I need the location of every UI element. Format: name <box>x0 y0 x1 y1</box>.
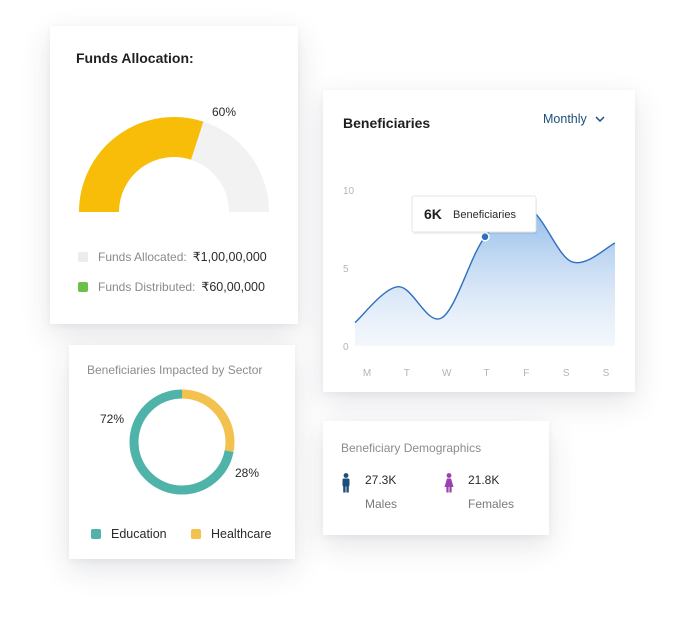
x-tick-label: S <box>603 368 610 379</box>
sector-title: Beneficiaries Impacted by Sector <box>87 363 263 377</box>
funds-gauge: 60% <box>79 105 269 213</box>
x-tick-label: T <box>483 368 489 379</box>
y-tick-label: 0 <box>343 342 349 353</box>
legend-value-distributed: ₹60,00,000 <box>201 280 265 294</box>
male-icon <box>342 473 350 493</box>
legend-healthcare: Healthcare <box>191 527 271 541</box>
females-value: 21.8K <box>468 473 500 487</box>
x-tick-label: S <box>563 368 570 379</box>
x-tick-label: W <box>442 368 452 379</box>
education-percent: 72% <box>100 412 125 426</box>
x-tick-label: M <box>363 368 371 379</box>
chart-tooltip: 6K Beneficiaries <box>411 195 537 234</box>
legend-label-education: Education <box>111 527 167 541</box>
x-tick-label: T <box>404 368 410 379</box>
healthcare-percent: 28% <box>235 466 260 480</box>
legend-funds-allocated: Funds Allocated: ₹1,00,00,000 <box>78 249 267 264</box>
gauge-percent-label: 60% <box>212 105 236 119</box>
donut-slice-education <box>129 389 235 495</box>
legend-swatch-allocated <box>78 251 88 262</box>
males-value: 27.3K <box>365 473 397 487</box>
males-label: Males <box>365 497 398 511</box>
beneficiaries-title: Beneficiaries <box>343 115 431 131</box>
beneficiaries-chart: 0 5 10 M T W T F S S 6K Beneficiaries <box>343 186 616 379</box>
legend-label-allocated: Funds Allocated: <box>98 249 187 264</box>
beneficiaries-card: 0 5 10 M T W T F S S 6K Beneficiaries Beneficiaries… <box>323 90 635 392</box>
demographics-card: Beneficiary Demographics 27.3K Males 21.… <box>323 421 549 535</box>
chevron-down-icon <box>595 115 605 122</box>
legend-label-healthcare: Healthcare <box>211 527 272 541</box>
legend-label-distributed: Funds Distributed: <box>98 279 196 294</box>
tooltip-value: 6K <box>424 206 442 222</box>
demographics-title: Beneficiary Demographics <box>341 441 482 455</box>
tooltip-label: Beneficiaries <box>453 209 516 221</box>
gauge-fill <box>79 117 204 213</box>
funds-title: Funds Allocation: <box>76 50 194 66</box>
sector-donut <box>129 389 235 495</box>
female-icon <box>444 473 454 493</box>
legend-swatch-healthcare <box>191 529 201 539</box>
funds-allocation-card: Funds Allocation: 60% Funds Allocated: ₹… <box>50 26 298 324</box>
x-tick-label: F <box>523 368 529 379</box>
sector-card: Beneficiaries Impacted by Sector 72% 28%… <box>69 345 295 559</box>
period-dropdown[interactable]: Monthly <box>543 112 605 126</box>
legend-value-allocated: ₹1,00,00,000 <box>192 250 267 264</box>
period-label: Monthly <box>543 112 587 126</box>
legend-swatch-education <box>91 529 101 539</box>
highlight-point <box>480 232 490 242</box>
chart-area <box>355 207 615 346</box>
y-tick-label: 5 <box>343 264 349 275</box>
legend-education: Education <box>91 527 167 541</box>
legend-funds-distributed: Funds Distributed: ₹60,00,000 <box>78 279 265 294</box>
females-label: Females <box>468 497 515 511</box>
legend-swatch-distributed <box>78 281 88 292</box>
y-tick-label: 10 <box>343 186 355 197</box>
